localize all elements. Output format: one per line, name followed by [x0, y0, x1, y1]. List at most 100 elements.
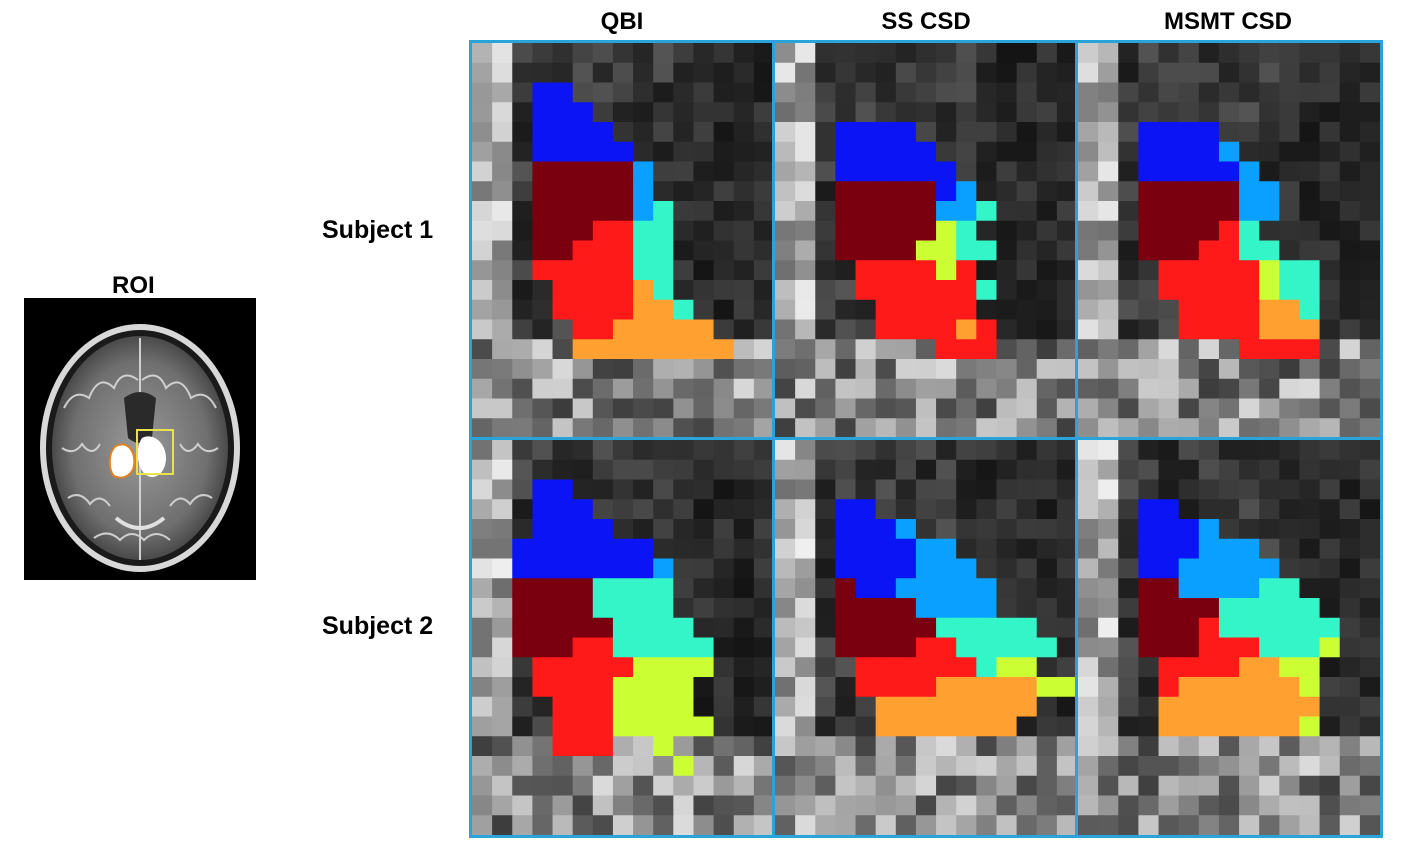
voxel — [713, 479, 735, 500]
voxel — [693, 378, 715, 399]
parcel-voxel — [612, 141, 634, 162]
parcel-voxel — [592, 558, 614, 579]
voxel — [612, 102, 634, 123]
parcel-voxel — [1178, 657, 1200, 678]
voxel — [1359, 240, 1380, 261]
voxel — [1036, 716, 1058, 737]
parcel-voxel — [653, 716, 674, 737]
voxel — [733, 558, 755, 579]
voxel — [1078, 280, 1099, 301]
voxel — [1198, 756, 1220, 777]
voxel — [976, 815, 997, 835]
parcel-voxel — [1158, 578, 1180, 599]
voxel — [1178, 418, 1200, 438]
voxel — [1056, 82, 1077, 103]
voxel — [795, 201, 816, 222]
voxel — [1016, 398, 1038, 419]
parcel-voxel — [936, 319, 957, 340]
voxel — [552, 440, 574, 461]
voxel — [976, 479, 997, 500]
voxel — [693, 220, 715, 241]
parcel-voxel — [532, 657, 554, 678]
parcel-voxel — [1158, 657, 1180, 678]
voxel — [855, 102, 877, 123]
voxel — [915, 359, 937, 380]
parcel-voxel — [572, 677, 594, 698]
voxel — [612, 122, 634, 143]
parcel-voxel — [936, 260, 957, 281]
parcel-voxel — [1158, 181, 1180, 202]
voxel — [472, 756, 493, 777]
parcel-voxel — [1279, 260, 1300, 281]
parcel-voxel — [633, 657, 654, 678]
voxel — [713, 775, 735, 796]
parcel-voxel — [915, 299, 937, 320]
voxel-mosaic — [775, 43, 1077, 438]
voxel — [1016, 459, 1038, 480]
voxel — [1036, 260, 1058, 281]
parcel-voxel — [915, 161, 937, 182]
voxel — [775, 459, 796, 480]
voxel — [956, 141, 977, 162]
voxel — [1078, 716, 1099, 737]
parcel-voxel — [1299, 260, 1321, 281]
parcel-voxel — [895, 141, 917, 162]
voxel — [713, 736, 735, 757]
parcel-voxel — [1158, 280, 1180, 301]
parcel-voxel — [633, 617, 654, 638]
voxel — [1319, 459, 1341, 480]
voxel — [855, 398, 877, 419]
voxel — [1299, 220, 1321, 241]
voxel — [1036, 418, 1058, 438]
voxel — [1299, 201, 1321, 222]
voxel — [512, 181, 533, 202]
voxel — [1016, 181, 1038, 202]
parcel-voxel — [996, 677, 1018, 698]
parcel-voxel — [1319, 617, 1341, 638]
voxel — [855, 359, 877, 380]
parcel-voxel — [1178, 637, 1200, 658]
voxel — [1198, 440, 1220, 461]
voxel — [492, 122, 513, 143]
parcel-voxel — [552, 617, 574, 638]
voxel — [1056, 201, 1077, 222]
parcel-voxel — [693, 657, 715, 678]
voxel — [1098, 220, 1119, 241]
parcel-voxel — [1016, 637, 1038, 658]
voxel — [472, 558, 493, 579]
voxel — [895, 499, 917, 520]
parcel-voxel — [1178, 696, 1200, 717]
voxel — [795, 499, 816, 520]
parcel-voxel — [1138, 538, 1160, 559]
voxel — [753, 657, 774, 678]
voxel — [996, 499, 1018, 520]
voxel — [753, 141, 774, 162]
voxel — [1218, 378, 1240, 399]
parcel-voxel — [1198, 161, 1220, 182]
voxel — [1078, 82, 1099, 103]
voxel — [996, 479, 1018, 500]
voxel — [1056, 260, 1077, 281]
parcel-voxel — [532, 479, 554, 500]
voxel — [1279, 122, 1300, 143]
voxel — [713, 696, 735, 717]
voxel — [1138, 736, 1160, 757]
voxel — [1098, 161, 1119, 182]
voxel — [1319, 440, 1341, 461]
parcel-voxel — [1239, 240, 1260, 261]
voxel — [512, 161, 533, 182]
voxel — [653, 62, 674, 83]
parcel-voxel — [855, 181, 877, 202]
voxel — [1359, 43, 1380, 64]
voxel — [1339, 141, 1361, 162]
voxel — [733, 102, 755, 123]
voxel — [673, 82, 694, 103]
voxel — [1056, 122, 1077, 143]
voxel — [753, 617, 774, 638]
voxel — [1359, 538, 1380, 559]
parcel-voxel — [1016, 657, 1038, 678]
voxel — [1016, 440, 1038, 461]
parcel-voxel — [1279, 598, 1300, 619]
voxel — [552, 319, 574, 340]
parcel-voxel — [1279, 319, 1300, 340]
